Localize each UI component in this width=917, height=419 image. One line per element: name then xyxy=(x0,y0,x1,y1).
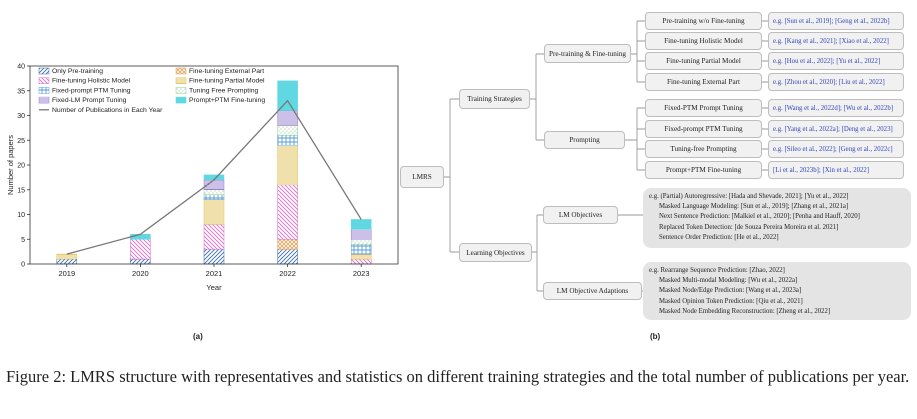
leaf-finetuning-external-part: Fine-tuning External Part xyxy=(645,73,762,91)
group-lm-objectives: LM Objectives xyxy=(543,206,618,224)
stacked-bar-chart: 0 5 10 15 20 25 30 35 40 2019 2020 2021 2022 2023 Year… xyxy=(6,64,399,292)
lm-objective-item: Next Sentence Prediction: [Malkiel et al… xyxy=(659,213,860,221)
lm-adaption-item: Masked Multi-modal Modeling: [Wu et al.,… xyxy=(659,277,798,285)
x-tick-label: 2020 xyxy=(132,269,149,278)
group-pretraining-finetuning: Pre-training & Fine-tuning xyxy=(544,44,631,63)
refs-text: [Li et al., 2023b]; [Xin et al., 2022] xyxy=(773,166,870,174)
y-tick-label: 20 xyxy=(17,163,25,170)
refs-text: e.g. [Kang et al., 2021]; [Xiao et al., … xyxy=(773,37,889,45)
refs-text: e.g. [Zhou et al., 2020]; [Liu et al., 2… xyxy=(773,78,885,86)
legend-swatch xyxy=(38,77,50,84)
lm-objective-item: Replaced Token Detection: [de Souza Pere… xyxy=(659,223,839,231)
lm-objective-adaptions-examples: e.g. Rearrange Sequence Prediction: [Zha… xyxy=(643,262,911,320)
lm-objective-item: Masked Language Modeling: [Sun et al., 2… xyxy=(659,203,849,211)
taxonomy-tree: LMRS Training Strategies Learning Object… xyxy=(400,12,911,320)
x-tick-label: 2022 xyxy=(279,269,296,278)
refs-prompt-ptm-finetuning: [Li et al., 2023b]; [Xin et al., 2022] xyxy=(768,161,904,179)
x-tick-label: 2021 xyxy=(206,269,223,278)
panel-label-b: (b) xyxy=(650,332,661,341)
leaf-finetuning-partial-model: Fine-tuning Partial Model xyxy=(645,52,762,70)
lm-objectives-examples: e.g. (Partial) Autoregressive: [Hada and… xyxy=(643,188,911,248)
refs-fixed-prompt-ptm-tuning: e.g. [Yang et al., 2022a]; [Deng et al.,… xyxy=(768,120,904,138)
legend-label: Number of Publications in Each Year xyxy=(52,107,163,114)
refs-text: e.g. [Yang et al., 2022a]; [Deng et al.,… xyxy=(773,125,893,133)
y-axis-label: Number of papers xyxy=(6,135,15,195)
legend-swatch xyxy=(38,87,50,94)
legend-swatch xyxy=(175,67,187,75)
leaf-fixed-ptm-prompt-tuning: Fixed-PTM Prompt Tuning xyxy=(645,99,762,117)
refs-text: e.g. [Sileo et al., 2022]; [Geng et al.,… xyxy=(773,145,893,153)
figure-caption: Figure 2: LMRS structure with representa… xyxy=(6,367,910,386)
refs-text: e.g. [Sun et al., 2019]; [Geng et al., 2… xyxy=(773,17,890,25)
lm-adaption-item: Masked Opinion Token Prediction: [Qiu et… xyxy=(659,297,803,305)
tree-connectors xyxy=(444,20,768,292)
refs-tuning-free-prompting: e.g. [Sileo et al., 2022]; [Geng et al.,… xyxy=(768,140,904,158)
y-tick-label: 15 xyxy=(17,187,25,194)
x-axis-label: Year xyxy=(206,283,222,292)
refs-text: e.g. [Wang et al., 2022d]; [Wu et al., 2… xyxy=(773,104,893,112)
panel-label-a: (a) xyxy=(193,332,203,341)
legend-label: Fine-tuning Holistic Model xyxy=(52,78,131,85)
bar-segment xyxy=(277,80,298,111)
lm-objective-item: Sentence Order Prediction: [He et al., 2… xyxy=(659,233,779,241)
legend-swatch xyxy=(38,67,50,75)
y-tick-label: 5 xyxy=(21,237,25,244)
refs-pretraining-wo-finetuning: e.g. [Sun et al., 2019]; [Geng et al., 2… xyxy=(768,12,904,30)
y-tick-label: 10 xyxy=(17,212,25,219)
legend-swatch xyxy=(175,87,187,94)
y-tick-label: 35 xyxy=(17,88,25,95)
branch-training-strategies: Training Strategies xyxy=(459,89,530,109)
lm-adaption-item: Masked Node/Edge Prediction: [Wang et al… xyxy=(659,287,802,295)
legend-label: Only Pre-training xyxy=(52,68,103,75)
refs-finetuning-partial-model: e.g. [Hou et al., 2022]; [Yu et al., 202… xyxy=(768,52,904,70)
legend-label: Prompt+PTM Fine-tuning xyxy=(189,97,265,104)
legend-label: Tuning Free Prompting xyxy=(189,87,258,94)
y-tick-label: 25 xyxy=(17,138,25,145)
legend-swatch xyxy=(38,96,50,104)
y-tick-label: 30 xyxy=(17,113,25,120)
leaf-fixed-prompt-ptm-tuning: Fixed-prompt PTM Tuning xyxy=(645,120,762,138)
lm-adaption-item: Masked Node Embedding Reconstruction: [Z… xyxy=(659,307,831,315)
legend-swatch xyxy=(175,96,187,104)
publications-line xyxy=(66,99,362,255)
leaf-pretraining-wo-finetuning: Pre-training w/o Fine-tuning xyxy=(645,12,762,30)
y-tick-label: 0 xyxy=(21,262,25,269)
refs-finetuning-holistic-model: e.g. [Kang et al., 2021]; [Xiao et al., … xyxy=(768,32,904,50)
tree-root: LMRS xyxy=(400,166,444,188)
refs-finetuning-external-part: e.g. [Zhou et al., 2020]; [Liu et al., 2… xyxy=(768,73,904,91)
legend-label: Fixed-prompt PTM Tuning xyxy=(52,87,131,94)
lm-objective-item: e.g. (Partial) Autoregressive: [Hada and… xyxy=(649,193,849,200)
group-lm-objective-adaptions: LM Objective Adaptions xyxy=(543,282,642,300)
refs-fixed-ptm-prompt-tuning: e.g. [Wang et al., 2022d]; [Wu et al., 2… xyxy=(768,99,904,117)
x-tick-label: 2019 xyxy=(58,269,75,278)
lm-adaption-item: e.g. Rearrange Sequence Prediction: [Zha… xyxy=(649,267,785,274)
legend-label: Fine-tuning External Part xyxy=(189,68,264,75)
group-prompting: Prompting xyxy=(544,131,625,149)
legend-swatch xyxy=(175,77,187,84)
leaf-finetuning-holistic-model: Fine-tuning Holistic Model xyxy=(645,32,762,50)
y-tick-label: 40 xyxy=(17,64,25,71)
refs-text: e.g. [Hou et al., 2022]; [Yu et al., 202… xyxy=(773,57,881,65)
x-tick-label: 2023 xyxy=(353,269,370,278)
legend-label: Fixed-LM Prompt Tuning xyxy=(52,97,127,104)
leaf-tuning-free-prompting: Tuning-free Prompting xyxy=(645,140,762,158)
branch-learning-objectives: Learning Objectives xyxy=(459,243,532,262)
legend-label: Fine-tuning Partial Model xyxy=(189,78,265,85)
leaf-prompt-ptm-finetuning: Prompt+PTM Fine-tuning xyxy=(645,161,762,179)
chart-legend: Only Pre-training Fine-tuning External Pa… xyxy=(38,67,265,114)
